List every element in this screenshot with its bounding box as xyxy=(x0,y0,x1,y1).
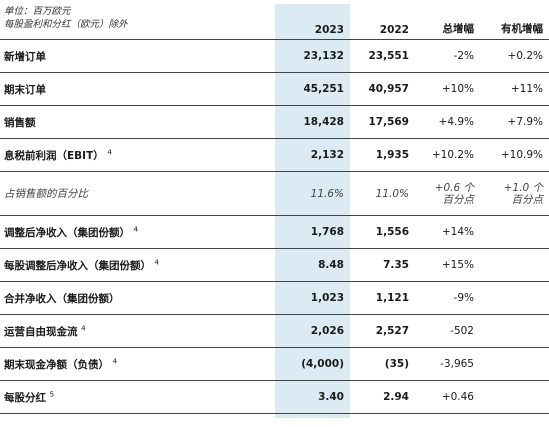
cell: +10% xyxy=(415,72,480,106)
cell: +7.9% xyxy=(480,105,549,139)
cell xyxy=(480,347,549,381)
cell-line: 百分点 xyxy=(442,193,475,206)
header-row: 2023 2022 总增幅 有机增幅 xyxy=(0,4,549,40)
row-label: 期末订单 xyxy=(0,72,275,106)
cell: -3,965 xyxy=(415,347,480,381)
column-header: 2023 xyxy=(275,4,350,40)
label-text: 销售额 xyxy=(4,116,36,129)
row-label: 销售额 xyxy=(0,105,275,139)
label-text: 合并净收入（集团份额） xyxy=(4,292,120,305)
label-text: 每股调整后净收入（集团份额） xyxy=(4,259,151,272)
table-row: 每股分红 5 3.40 2.94 +0.46 xyxy=(0,380,549,414)
label-text: 占销售额的百分比 xyxy=(4,188,88,200)
cell: (4,000) xyxy=(275,347,350,381)
footnote-ref: 4 xyxy=(81,324,86,332)
cell: +10.9% xyxy=(480,138,549,172)
label-text: 每股分红 xyxy=(4,391,46,404)
cell: 11.6% xyxy=(275,171,350,216)
row-label: 占销售额的百分比 xyxy=(0,171,275,216)
cell: +1.0 个百分点 xyxy=(480,171,549,216)
cell: +0.46 xyxy=(415,380,480,414)
row-label: 合并净收入（集团份额） xyxy=(0,281,275,315)
cell: -502 xyxy=(415,314,480,348)
footnote-ref: 4 xyxy=(154,258,160,266)
cell: -2% xyxy=(415,39,480,73)
cell xyxy=(480,314,549,348)
cell: 18,428 xyxy=(275,105,350,139)
footnote-ref: 5 xyxy=(49,390,55,398)
row-label: 调整后净收入（集团份额） 4 xyxy=(0,215,275,249)
label-text: 息税前利润（EBIT） xyxy=(4,149,104,162)
row-label: 期末现金净额（负债） 4 xyxy=(0,347,275,381)
cell: 2,132 xyxy=(275,138,350,172)
cell: 23,551 xyxy=(350,39,415,73)
table-row: 息税前利润（EBIT） 4 2,132 1,935 +10.2% +10.9% xyxy=(0,138,549,172)
table-row: 期末现金净额（负债） 4 (4,000) (35) -3,965 xyxy=(0,347,549,381)
cell: -9% xyxy=(415,281,480,315)
header-cell xyxy=(0,4,275,40)
cell-line: +1.0 个 xyxy=(503,181,543,194)
cell-line: 百分点 xyxy=(511,193,544,206)
table-row: 调整后净收入（集团份额） 4 1,768 1,556 +14% xyxy=(0,215,549,249)
cell xyxy=(480,380,549,414)
row-label: 每股分红 5 xyxy=(0,380,275,414)
table-row: 期末订单 45,251 40,957 +10% +11% xyxy=(0,72,549,106)
table-row: 占销售额的百分比 11.6% 11.0% +0.6 个百分点 +1.0 个百分点 xyxy=(0,171,549,216)
label-text: 期末订单 xyxy=(4,83,46,96)
label-text: 运营自由现金流 xyxy=(4,325,78,338)
column-header: 总增幅 xyxy=(415,4,480,40)
cell: +10.2% xyxy=(415,138,480,172)
table-row: 运营自由现金流 4 2,026 2,527 -502 xyxy=(0,314,549,348)
cell: 3.40 xyxy=(275,380,350,414)
row-label: 新增订单 xyxy=(0,39,275,73)
row-label: 运营自由现金流 4 xyxy=(0,314,275,348)
cell: 2,527 xyxy=(350,314,415,348)
cell: 1,023 xyxy=(275,281,350,315)
table-row: 销售额 18,428 17,569 +4.9% +7.9% xyxy=(0,105,549,139)
cell: 23,132 xyxy=(275,39,350,73)
cell: +11% xyxy=(480,72,549,106)
cell: (35) xyxy=(350,347,415,381)
footnote-ref: 4 xyxy=(133,225,139,233)
column-header: 2022 xyxy=(350,4,415,40)
table-row: 新增订单 23,132 23,551 -2% +0.2% xyxy=(0,39,549,73)
cell: 1,121 xyxy=(350,281,415,315)
cell: 40,957 xyxy=(350,72,415,106)
cell: 7.35 xyxy=(350,248,415,282)
table: 2023 2022 总增幅 有机增幅 新增订单 23,132 23,551 -2% +0.2% 期… xyxy=(0,4,549,414)
cell: 17,569 xyxy=(350,105,415,139)
row-label: 息税前利润（EBIT） 4 xyxy=(0,138,275,172)
column-header: 有机增幅 xyxy=(480,4,549,40)
cell: +4.9% xyxy=(415,105,480,139)
cell: 8.48 xyxy=(275,248,350,282)
cell xyxy=(480,215,549,249)
cell: 45,251 xyxy=(275,72,350,106)
cell: 1,935 xyxy=(350,138,415,172)
cell: 2,026 xyxy=(275,314,350,348)
cell: +14% xyxy=(415,215,480,249)
footnote-ref: 4 xyxy=(112,357,118,365)
table-row: 合并净收入（集团份额） 1,023 1,121 -9% xyxy=(0,281,549,315)
cell: +0.2% xyxy=(480,39,549,73)
cell-line: +0.6 个 xyxy=(434,181,474,194)
label-text: 新增订单 xyxy=(4,50,46,63)
label-text: 调整后净收入（集团份额） xyxy=(4,226,130,239)
footnote-ref: 4 xyxy=(107,148,112,156)
cell: 2.94 xyxy=(350,380,415,414)
label-text: 期末现金净额（负债） xyxy=(4,358,109,371)
row-label: 每股调整后净收入（集团份额） 4 xyxy=(0,248,275,282)
cell: 11.0% xyxy=(350,171,415,216)
cell xyxy=(480,248,549,282)
cell xyxy=(480,281,549,315)
cell: +0.6 个百分点 xyxy=(415,171,480,216)
table-row: 每股调整后净收入（集团份额） 4 8.48 7.35 +15% xyxy=(0,248,549,282)
cell: 1,768 xyxy=(275,215,350,249)
cell: 1,556 xyxy=(350,215,415,249)
cell: +15% xyxy=(415,248,480,282)
